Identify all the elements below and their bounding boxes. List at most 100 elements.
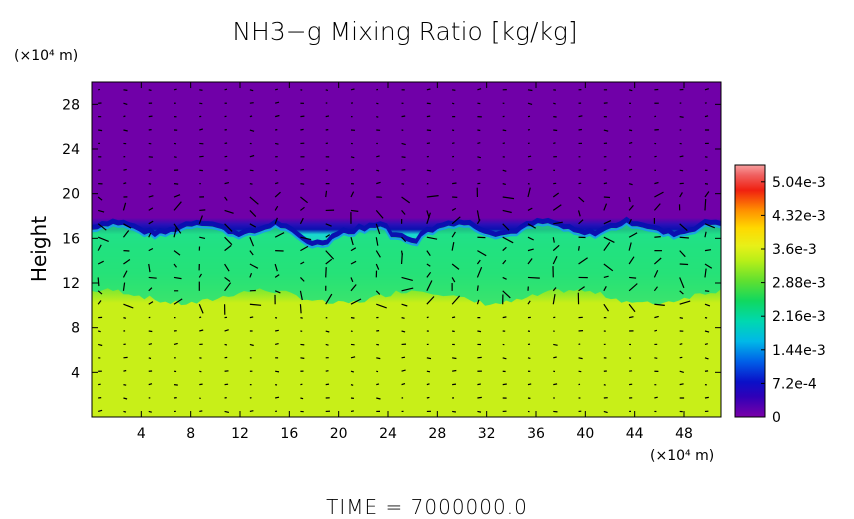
wind-vector: [325, 115, 330, 118]
wind-vector: [325, 234, 331, 238]
wind-vector: [148, 247, 154, 252]
wind-vector: [628, 205, 634, 211]
wind-vector: [527, 223, 536, 229]
wind-vector: [577, 210, 581, 217]
wind-vector: [173, 276, 182, 280]
wind-vector: [274, 114, 280, 118]
wind-vector: [654, 329, 658, 332]
wind-vector: [300, 115, 305, 118]
wind-vector: [679, 116, 684, 118]
wind-vector: [325, 223, 332, 227]
wind-vector: [426, 236, 438, 240]
wind-vector: [502, 209, 512, 214]
wind-vector: [704, 249, 712, 252]
wind-vector: [477, 330, 482, 333]
wind-vector: [275, 142, 279, 145]
wind-vector: [679, 169, 684, 172]
wind-vector: [148, 263, 151, 273]
wind-vector: [628, 242, 632, 251]
wind-vector: [477, 396, 482, 399]
wind-vector: [249, 223, 257, 228]
wind-vector: [527, 248, 534, 252]
wind-vector: [199, 370, 202, 373]
wind-vector: [679, 300, 691, 305]
wind-vector: [300, 206, 305, 211]
wind-vector: [98, 409, 103, 412]
wind-vector: [148, 357, 152, 360]
wind-vector: [198, 215, 203, 225]
wind-vector: [452, 369, 457, 372]
wind-vector: [274, 101, 280, 104]
wind-vector: [451, 142, 455, 144]
wind-vector: [224, 236, 233, 246]
wind-vector: [148, 276, 157, 279]
wind-vector: [148, 195, 154, 198]
colorbar-ticks: 5.04e-3 4.32e-3 3.6e-3 2.88e-3 2.16e-3 1.44e-…: [761, 175, 826, 426]
wind-vector: [578, 286, 585, 292]
wind-vector: [224, 276, 231, 282]
wind-vector: [123, 168, 127, 171]
wind-vector: [299, 304, 302, 314]
wind-vector: [325, 258, 333, 265]
wind-vector: [198, 273, 203, 278]
wind-vector: [148, 301, 154, 305]
colorbar-label: 7.2e-4: [772, 376, 817, 392]
wind-vector: [274, 274, 280, 278]
wind-vector: [426, 169, 432, 172]
wind-vector: [97, 196, 103, 201]
wind-vector: [300, 397, 304, 400]
mixing-ratio-field: [92, 82, 721, 417]
wind-vector: [679, 192, 683, 198]
wind-vector: [401, 383, 406, 386]
wind-vector: [603, 129, 609, 132]
wind-vector: [426, 250, 431, 257]
wind-vector: [553, 356, 557, 359]
wind-vector: [704, 223, 716, 229]
wind-vector: [401, 236, 407, 243]
wind-vector: [300, 357, 305, 359]
wind-vector: [249, 89, 254, 92]
wind-vector: [173, 201, 182, 211]
wind-vector: [704, 268, 707, 278]
wind-vector: [249, 196, 259, 205]
wind-vector: [224, 282, 232, 292]
wind-vector: [628, 283, 638, 292]
wind-vector: [654, 236, 661, 238]
wind-vector: [452, 383, 457, 386]
wind-vector: [401, 156, 406, 158]
wind-vector: [199, 236, 206, 239]
wind-vector: [578, 219, 584, 225]
wind-vector: [224, 209, 234, 214]
mixing-layer: [92, 219, 721, 306]
wind-vector: [173, 342, 178, 345]
y-tick-label: 20: [62, 187, 80, 203]
wind-vector: [653, 286, 658, 292]
wind-vector: [654, 257, 662, 265]
wind-vector: [350, 277, 354, 283]
wind-vector: [401, 210, 406, 215]
wind-vector: [224, 196, 228, 201]
wind-vector: [476, 210, 480, 221]
wind-vector: [502, 223, 510, 231]
wind-vector: [401, 369, 406, 372]
chart-title: NH3−g Mixing Ratio [kg/kg]: [232, 17, 577, 46]
colorbar-label: 0: [772, 410, 781, 426]
x-tick-label: 48: [675, 426, 693, 442]
wind-vector: [122, 270, 128, 278]
wind-vector: [628, 232, 638, 238]
wind-vector: [679, 250, 686, 258]
wind-vector: [123, 223, 132, 229]
wind-vector: [401, 196, 411, 204]
wind-vector: [553, 343, 558, 346]
wind-vector: [603, 263, 614, 272]
wind-vector: [275, 343, 279, 346]
wind-vector: [224, 182, 230, 185]
wind-vector: [704, 199, 707, 211]
wind-vector: [426, 357, 432, 360]
y-tick-label: 16: [62, 231, 80, 247]
wind-vector: [376, 303, 387, 309]
wind-vector: [123, 410, 127, 413]
wind-vector: [275, 396, 280, 399]
wind-vector: [603, 384, 606, 386]
wind-vector: [401, 115, 406, 118]
